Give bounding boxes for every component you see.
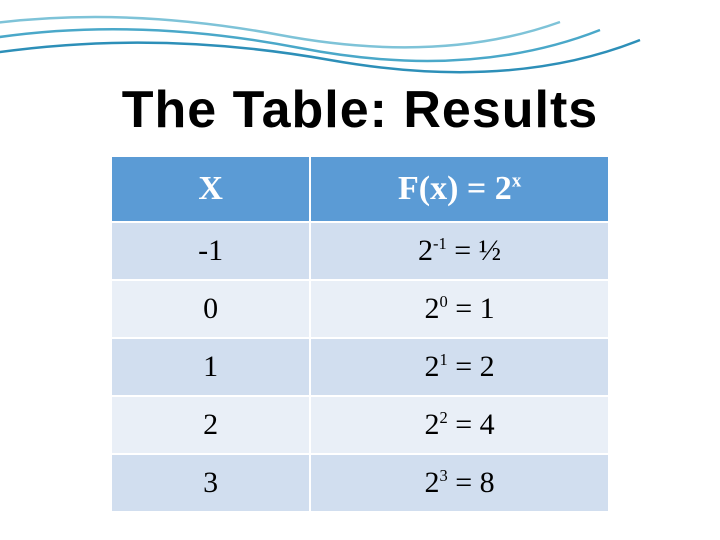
cell-fx: 20 = 1: [310, 280, 609, 338]
cell-fx: 23 = 8: [310, 454, 609, 512]
page-title: The Table: Results: [0, 80, 720, 140]
table-row: -1 2-1 = ½: [111, 222, 609, 280]
cell-x: -1: [111, 222, 310, 280]
cell-x: 1: [111, 338, 310, 396]
wave-line-1: [0, 17, 560, 47]
table-header-row: X F(x) = 2x: [111, 156, 609, 222]
table-row: 3 23 = 8: [111, 454, 609, 512]
table-row: 1 21 = 2: [111, 338, 609, 396]
cell-x: 0: [111, 280, 310, 338]
header-fx: F(x) = 2x: [310, 156, 609, 222]
results-table: X F(x) = 2x -1 2-1 = ½ 0 20 = 1 1 21 = 2…: [110, 155, 610, 513]
table-row: 0 20 = 1: [111, 280, 609, 338]
table-row: 2 22 = 4: [111, 396, 609, 454]
cell-fx: 2-1 = ½: [310, 222, 609, 280]
wave-line-3: [0, 40, 640, 72]
wave-decoration: [0, 0, 720, 90]
cell-x: 2: [111, 396, 310, 454]
header-x: X: [111, 156, 310, 222]
results-table-container: X F(x) = 2x -1 2-1 = ½ 0 20 = 1 1 21 = 2…: [110, 155, 610, 513]
cell-fx: 21 = 2: [310, 338, 609, 396]
cell-fx: 22 = 4: [310, 396, 609, 454]
cell-x: 3: [111, 454, 310, 512]
